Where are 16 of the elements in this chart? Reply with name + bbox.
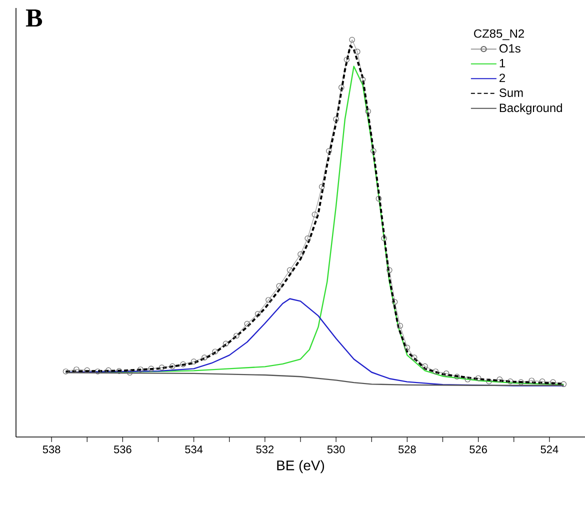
legend-label: Background bbox=[500, 103, 562, 114]
x-tick-label: 538 bbox=[42, 446, 60, 454]
x-tick-label: 524 bbox=[540, 446, 558, 454]
x-tick-label: 532 bbox=[256, 446, 274, 454]
x-tick-label: 530 bbox=[327, 446, 345, 454]
text: B bbox=[26, 10, 42, 27]
x-tick-label: 534 bbox=[185, 446, 203, 454]
legend-label: 2 bbox=[500, 74, 505, 82]
x-axis-title: BE (eV) bbox=[277, 460, 324, 474]
legend-title: CZ85_N2 bbox=[474, 29, 524, 40]
legend-label: Sum bbox=[499, 88, 523, 97]
x-tick-label: 526 bbox=[470, 446, 487, 454]
legend-label: O1s bbox=[500, 44, 520, 53]
legend-label: 1 bbox=[500, 58, 506, 68]
x-tick-label: 528 bbox=[398, 446, 416, 454]
x-tick-label: 536 bbox=[114, 446, 132, 454]
